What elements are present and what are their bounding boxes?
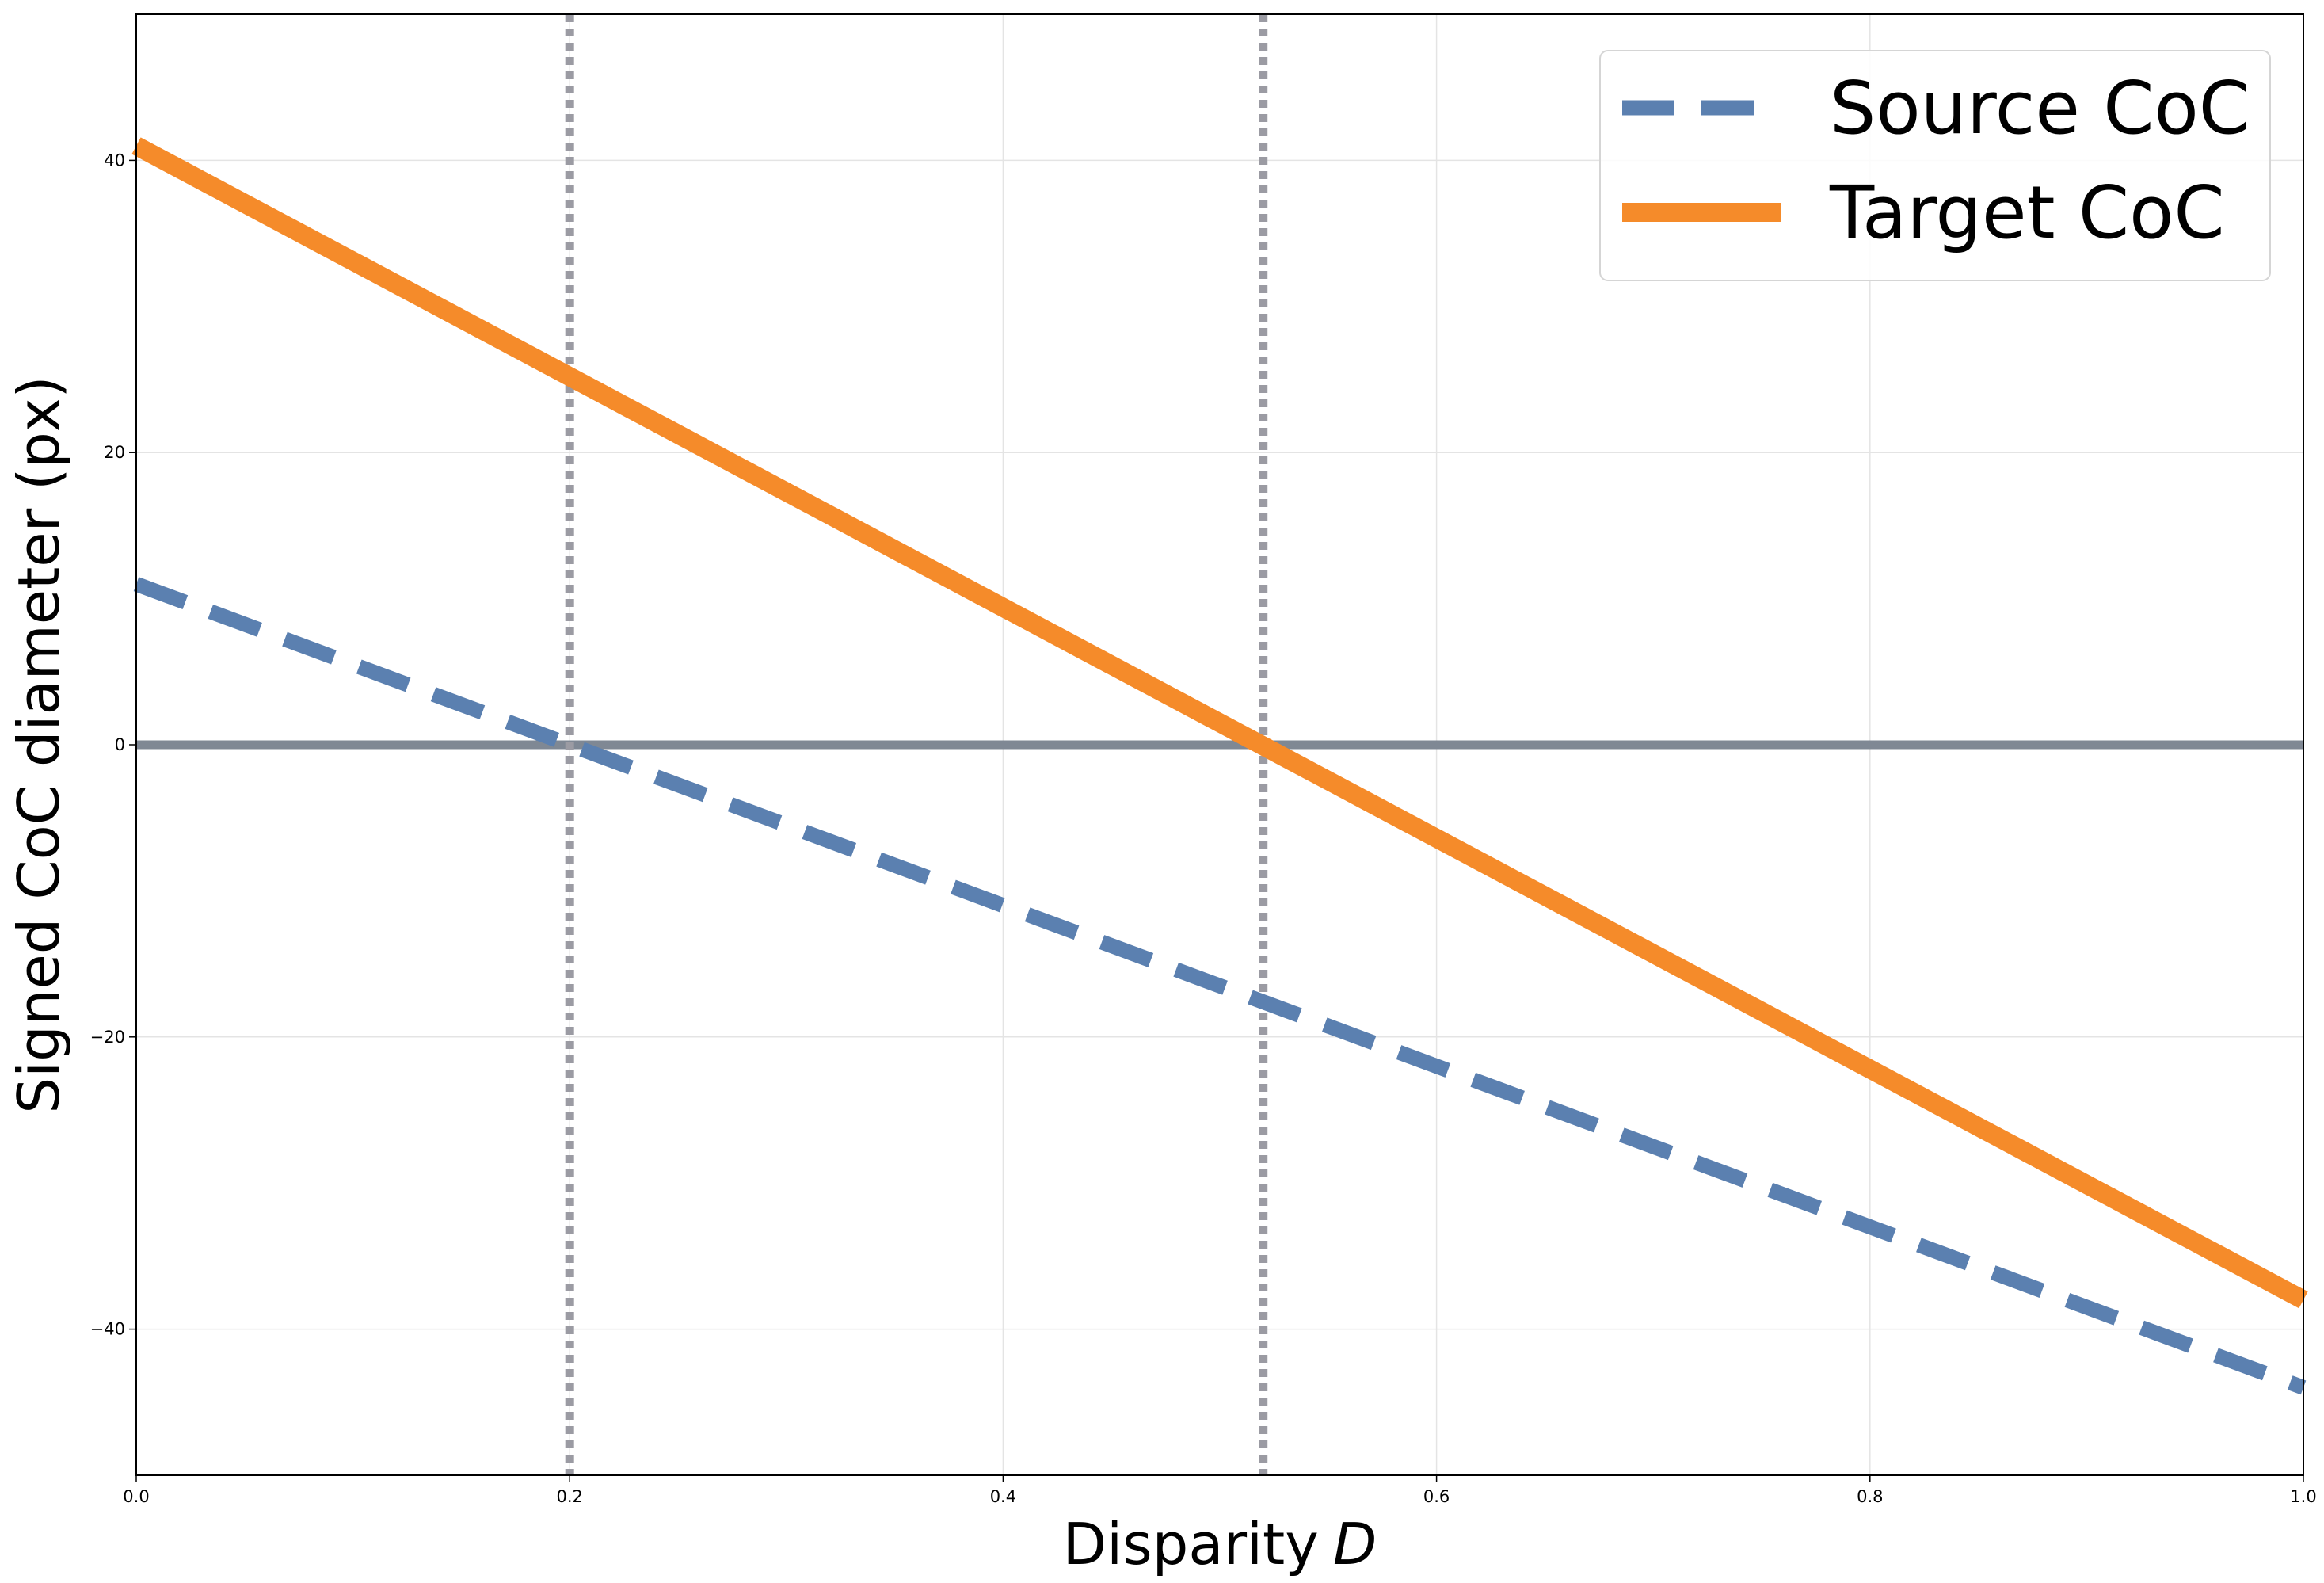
x-tick-label: 0.0 [123, 1487, 149, 1506]
legend-label: Target CoC [1829, 170, 2225, 255]
legend-label: Source CoC [1830, 66, 2250, 151]
x-tick-label: 0.2 [556, 1487, 582, 1506]
x-tick-label: 0.6 [1423, 1487, 1450, 1506]
y-tick-label: −20 [90, 1028, 125, 1047]
x-tick-label: 0.4 [990, 1487, 1016, 1506]
target-coc-line [131, 137, 2308, 1309]
legend: Source CoC Target CoC [1599, 50, 2271, 281]
x-axis-label-variable: D [1333, 1511, 1377, 1577]
x-tick-label: 0.8 [1857, 1487, 1883, 1506]
x-axis-label-text: Disparity [1063, 1511, 1319, 1577]
x-tick-label: 1.0 [2290, 1487, 2316, 1506]
series [131, 137, 2308, 1395]
ticks: 0.0 0.2 0.4 0.6 0.8 1.0 −40 −20 0 20 40 [90, 151, 2317, 1506]
source-coc-line [133, 577, 2307, 1395]
y-axis-label: Signed CoC diameter (px) [6, 376, 72, 1113]
y-tick-label: 20 [104, 443, 125, 462]
legend-box [1599, 50, 2271, 281]
x-axis-label: Disparity D [1063, 1511, 1377, 1577]
y-tick-label: 0 [115, 735, 125, 754]
y-tick-label: −40 [90, 1320, 125, 1339]
y-tick-label: 40 [104, 151, 125, 170]
